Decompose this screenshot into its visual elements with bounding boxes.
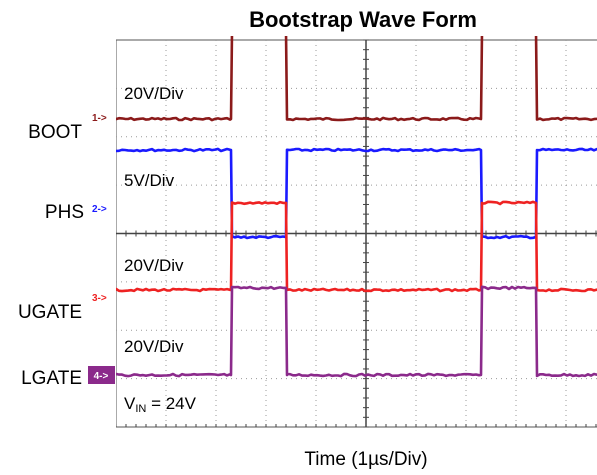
channel-labels: 20V/Div BOOT 1-> 5V/Div PHS 2-> 20V/Div UGATE 3-… <box>18 84 184 389</box>
x-axis-label: Time (1µs/Div) <box>304 449 427 470</box>
scale-label-ugate: 20V/Div <box>124 256 184 275</box>
trace-boot <box>116 36 597 122</box>
marker-boot: 1-> <box>92 113 107 124</box>
scale-label-lgate: 20V/Div <box>124 337 184 356</box>
channel-name-phs: PHS <box>45 202 84 223</box>
channel-name-ugate: UGATE <box>18 302 82 323</box>
scope-grid <box>116 39 597 428</box>
chart-title: Bootstrap Wave Form <box>249 7 477 32</box>
marker-ugate: 3-> <box>92 293 107 304</box>
trace-lgate <box>116 285 597 378</box>
vin-suffix: = 24V <box>146 394 196 413</box>
trace-ugate <box>116 200 597 293</box>
scale-label-phs: 5V/Div <box>124 171 175 190</box>
channel-name-lgate: LGATE <box>21 368 82 389</box>
marker-phs: 2-> <box>92 204 107 215</box>
scale-label-boot: 20V/Div <box>124 84 184 103</box>
trace-phs <box>116 147 597 240</box>
vin-annotation: VIN = 24V <box>124 394 197 415</box>
marker-lgate: 4-> <box>94 371 109 382</box>
marker-box-lgate <box>88 366 115 384</box>
vin-subscript: IN <box>135 403 146 415</box>
waveform-traces <box>116 36 597 378</box>
vin-prefix: V <box>124 394 136 413</box>
channel-name-boot: BOOT <box>28 122 82 143</box>
